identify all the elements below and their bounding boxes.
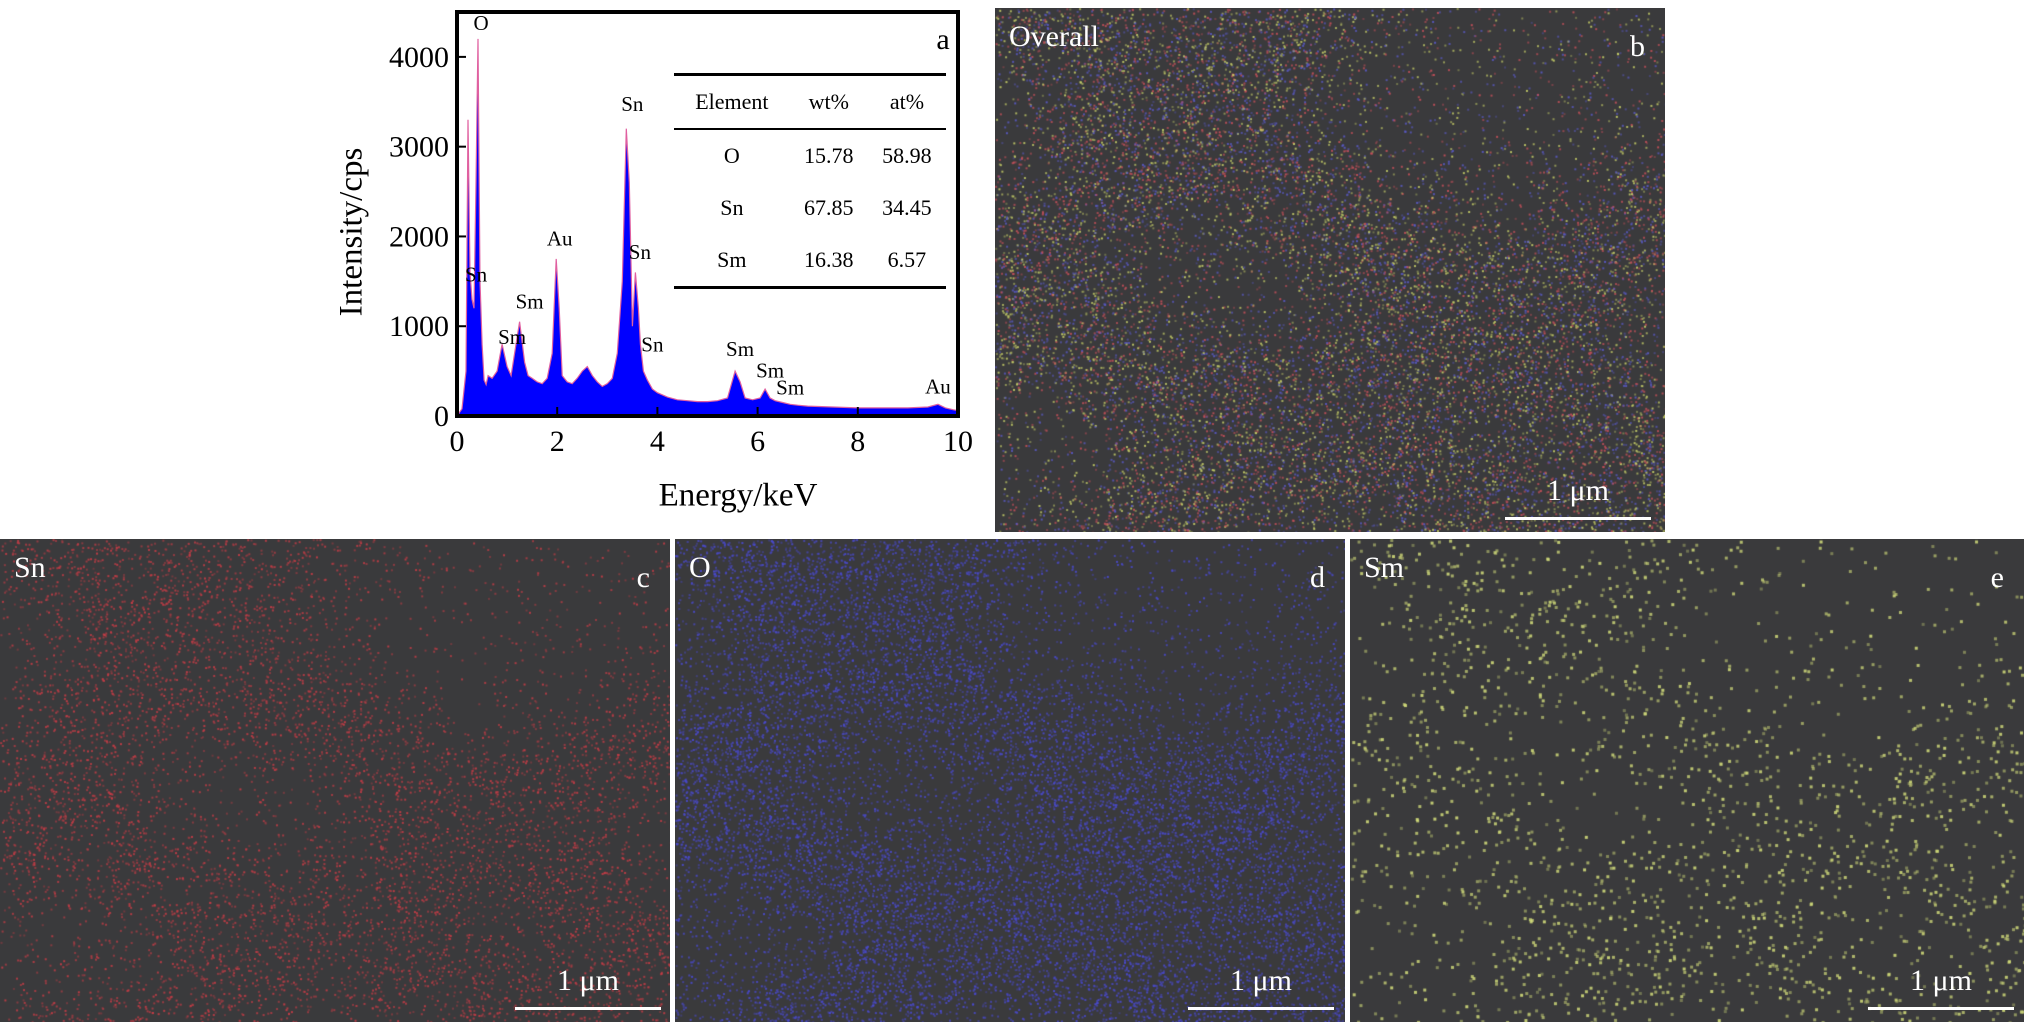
table-cell-at: 58.98 [882, 143, 932, 168]
scale-bar [1868, 1007, 2014, 1010]
scale-bar-label: 1 μm [1230, 964, 1292, 997]
peak-label: Sm [516, 289, 544, 313]
peak-label: Au [925, 375, 951, 399]
table-cell-at: 6.57 [867, 234, 946, 289]
o-map-panel: O d 1 μm [675, 539, 1345, 1022]
sn-map-panel: Sn c 1 μm [0, 539, 670, 1022]
peak-label: O [473, 11, 488, 35]
x-tick-label: 0 [450, 425, 465, 458]
panel-letter: e [1990, 561, 2004, 594]
table-cell-element: Sn [720, 195, 744, 220]
plot-frame [455, 10, 960, 418]
panel-title: Overall [1009, 20, 1099, 53]
sn-elemental-map-image [0, 539, 670, 1022]
panel-title: O [689, 551, 711, 584]
table-cell-wt: 67.85 [804, 195, 854, 220]
scale-bar-label: 1 μm [1910, 964, 1972, 997]
y-tick-label: 0 [434, 400, 449, 433]
scale-bar [1505, 517, 1651, 520]
sm-map-panel: Sm e 1 μm [1350, 539, 2024, 1022]
peak-label: Sn [621, 92, 644, 116]
sm-elemental-map-image [1350, 539, 2024, 1022]
table-header-element: Element [674, 73, 790, 130]
peak-label: Au [547, 226, 573, 250]
y-tick-label: 3000 [389, 131, 449, 164]
scale-bar [1188, 1007, 1334, 1010]
panel-title: Sm [1364, 551, 1405, 584]
table-header-wt: wt% [789, 73, 868, 130]
peak-label: Sm [776, 375, 804, 399]
scale-bar [515, 1007, 661, 1010]
x-axis-label: Energy/keV [658, 477, 818, 514]
table-row: Sn 67.85 34.45 [674, 182, 946, 234]
peak-label: Sn [465, 262, 488, 286]
y-axis-label: Intensity/cps [333, 147, 370, 317]
overall-map-panel: Overall b 1 μm [995, 8, 1665, 532]
x-tick-label: 2 [550, 425, 565, 458]
table-cell-wt: 16.38 [789, 234, 868, 289]
x-tick-label: 4 [650, 425, 665, 458]
x-tick-label: 10 [943, 425, 973, 458]
table-cell-at: 34.45 [882, 195, 932, 220]
eds-spectrum-panel: 0 2 4 6 8 10 0 1000 2000 3000 4000 O Sn Sm Sm Au Sn Sn Sn S… [0, 0, 990, 535]
scale-bar-label: 1 μm [557, 964, 619, 997]
table-header-row: Element wt% at% [674, 73, 946, 130]
table-cell-element: Sm [674, 234, 790, 289]
peak-label: Sn [641, 332, 664, 356]
y-tick-label: 4000 [389, 41, 449, 74]
o-elemental-map-image [675, 539, 1345, 1022]
table-row: O 15.78 58.98 [674, 129, 946, 182]
panel-title: Sn [14, 551, 46, 584]
peak-label: Sm [726, 337, 754, 361]
panel-letter-a: a [936, 23, 950, 56]
y-tick-label: 1000 [389, 310, 449, 343]
composition-table: Element wt% at% O 15.78 58.98 Sn 67.85 3… [674, 73, 946, 289]
y-tick-label: 2000 [389, 220, 449, 253]
panel-letter: b [1630, 30, 1645, 63]
x-tick-label: 8 [850, 425, 865, 458]
panel-letter: d [1310, 561, 1325, 594]
peak-label: Sn [629, 240, 652, 264]
peak-label: Sm [498, 325, 526, 349]
spectrum-area [455, 38, 959, 417]
table-header-at: at% [867, 73, 946, 130]
table-cell-element: O [723, 143, 740, 168]
overall-elemental-map-image [995, 8, 1665, 532]
table-row: Sm 16.38 6.57 [674, 234, 946, 289]
x-tick-label: 6 [750, 425, 765, 458]
panel-letter: c [636, 561, 650, 594]
peak-label: Sm [756, 358, 784, 382]
scale-bar-label: 1 μm [1547, 474, 1609, 507]
table-cell-wt: 15.78 [804, 143, 854, 168]
